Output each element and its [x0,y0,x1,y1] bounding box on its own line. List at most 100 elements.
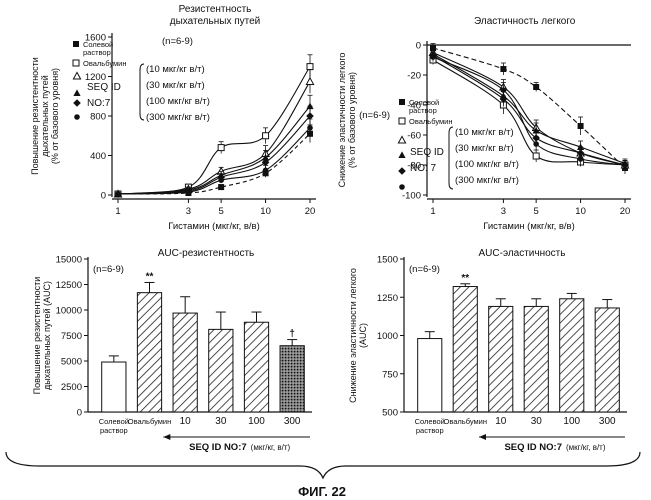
y-tick-label: 1250 [377,293,398,304]
y-axis-label-line: (AUC) [358,323,368,348]
y-axis-label: Повышение резистентностидыхательных путе… [32,277,52,395]
legend-marker [73,60,79,66]
chart-title: дыхательных путей [170,16,261,27]
group-label: SEQ ID NO:7 [189,442,247,453]
data-point [533,141,539,147]
y-axis-label-line: дыхательных путей [40,75,50,156]
data-point [500,66,506,72]
category-label: 300 [284,416,301,427]
n-label: (n=6-9) [409,264,440,275]
legend-marker [399,118,405,124]
significance-mark: † [289,329,295,340]
category-label: Овальбумин [128,417,171,426]
y-axis-label: Снижение эластичности легкого(AUC) [348,268,368,403]
y-tick-label: 500 [382,408,398,419]
bar [418,339,442,412]
y-axis-label-line: Повышение резистентности [32,277,42,395]
bar [244,322,268,412]
bar [137,293,161,412]
y-tick-label: 12500 [56,280,82,291]
y-tick-label: 1500 [377,255,398,266]
y-tick-label: 0 [101,191,106,202]
x-tick-label: 10 [260,206,271,217]
x-axis-label: Гистамин (мкг/кг, в/в) [168,221,260,232]
legend-marker [73,99,81,107]
n-label: (n=6-9) [162,36,193,47]
legend-dose: (10 мкг/кг в/т) [146,64,205,75]
data-point [307,125,313,131]
legend-marker [399,99,405,105]
y-axis-label: Повышение резистентностидыхательных путе… [30,57,60,175]
data-point [263,133,269,139]
x-tick-label: 1 [115,206,120,217]
legend-marker [73,89,80,96]
chart-layer: 0400800120016001351020Гистамин (мкг/кг, … [30,4,631,453]
x-tick-label: 20 [620,206,631,217]
category-label: Солевой [415,417,445,426]
legend-brace [449,127,453,189]
legend-dose: (100 мкг/кг в/т) [146,96,210,107]
x-axis-label: Гистамин (мкг/кг, в/в) [483,221,575,232]
data-point [306,78,313,85]
y-tick-label: 0 [416,41,421,52]
y-tick-label: 1000 [377,331,398,342]
x-tick-label: 20 [305,206,316,217]
y-tick-label: -20 [407,71,421,82]
group-label: SEQ ID NO:7 [504,442,562,453]
figure-caption: ФИГ. 22 [298,484,346,499]
data-point [218,184,224,190]
x-tick-label: 5 [219,206,224,217]
y-axis-label-line: дыхательных путей (AUC) [42,281,52,390]
legend-dose: (10 мкг/кг в/т) [455,127,514,138]
chart-title: Резистентность [179,4,252,15]
chart-title: AUC-резистентность [158,248,255,259]
group-unit: (мкг/кг, в/т) [566,443,606,452]
category-label: 10 [495,416,507,427]
y-axis-label-line: Повышение резистентности [30,57,40,175]
bar [524,306,548,412]
data-point [186,189,192,195]
y-axis-label-line: (% от базового уровня) [50,68,60,164]
figure-brace [6,452,640,478]
data-point [533,153,539,159]
y-tick-label: -60 [407,131,421,142]
y-tick-label: 400 [90,151,106,162]
y-tick-label: -100 [402,191,421,202]
x-tick-label: 10 [575,206,586,217]
legend-marker [73,41,79,47]
category-label: раствор [416,426,444,435]
x-tick-label: 5 [534,206,539,217]
bar [560,299,584,412]
data-point [263,168,269,174]
n-label: (n=6-9) [93,264,124,275]
legend-marker [398,151,405,158]
legend-label: раствор [409,106,437,115]
legend-dose: (30 мкг/кг в/т) [455,143,514,154]
legend-marker [74,114,80,120]
chart-title: AUC-эластичность [479,248,566,259]
y-axis-label-line: (% от базового уровня) [347,72,357,168]
category-label: Овальбумин [444,417,487,426]
bar [453,287,477,412]
data-point [578,123,584,129]
category-label: раствор [100,426,128,435]
category-label: 30 [215,416,227,427]
data-point [578,156,584,162]
bar [102,362,126,412]
data-point [533,84,539,90]
y-tick-label: 7500 [61,331,82,342]
y-axis-label: Снижение эластичности легкого(% от базов… [337,53,357,188]
legend-label: Овальбумин [83,59,126,68]
legend-compound: NO: 7 [410,163,437,174]
legend-dose: (300 мкг/кг в/т) [146,112,210,123]
data-point [307,64,313,70]
category-label: Солевой [99,417,129,426]
legend-brace [140,64,144,120]
bar [280,346,304,412]
legend-dose: (30 мкг/кг в/т) [146,80,205,91]
y-tick-label: 800 [90,112,106,123]
legend-compound: SEQ ID [410,147,444,158]
series-line [118,134,310,194]
data-point [218,177,224,183]
legend-label: Овальбумин [409,117,452,126]
